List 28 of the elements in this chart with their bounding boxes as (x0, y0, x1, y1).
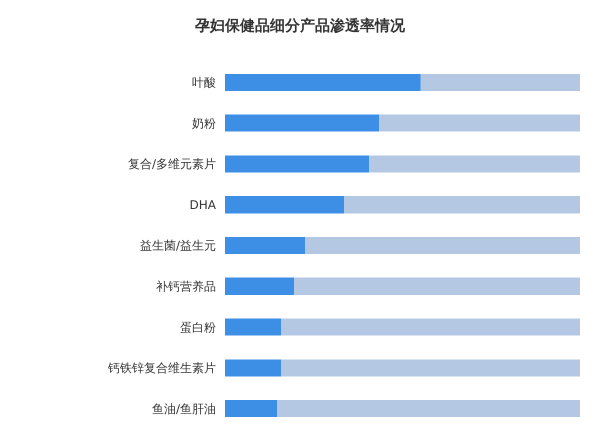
bar (225, 318, 282, 336)
y-tick-label: 奶粉 (192, 116, 216, 130)
y-tick-label: 蛋白粉 (180, 320, 216, 334)
bar (225, 278, 294, 295)
bar (344, 196, 580, 214)
y-tick-label: 鱼油/鱼肝油 (152, 402, 216, 416)
bar (420, 74, 580, 91)
bar (225, 155, 370, 173)
y-tick-label: DHA (190, 198, 217, 212)
bar (225, 400, 277, 418)
bar (225, 196, 344, 214)
bar (369, 155, 580, 173)
bar (225, 236, 305, 254)
bar (294, 278, 580, 295)
y-tick-label: 叶酸 (192, 76, 216, 90)
bar (281, 318, 580, 336)
bar (225, 359, 282, 376)
y-tick-label: 补钙营养品 (156, 279, 216, 294)
bar (281, 359, 580, 376)
chart-title: 孕妇保健品细分产品渗透率情况 (194, 16, 406, 34)
y-tick-label: 钙铁锌复合维生素片 (107, 361, 216, 376)
bar (276, 400, 580, 418)
y-tick-label: 益生菌/益生元 (140, 238, 216, 253)
bar (379, 114, 580, 132)
y-tick-label: 复合/多维元素片 (128, 157, 216, 172)
bar (225, 114, 380, 132)
bar (304, 236, 580, 254)
bar (225, 74, 420, 91)
